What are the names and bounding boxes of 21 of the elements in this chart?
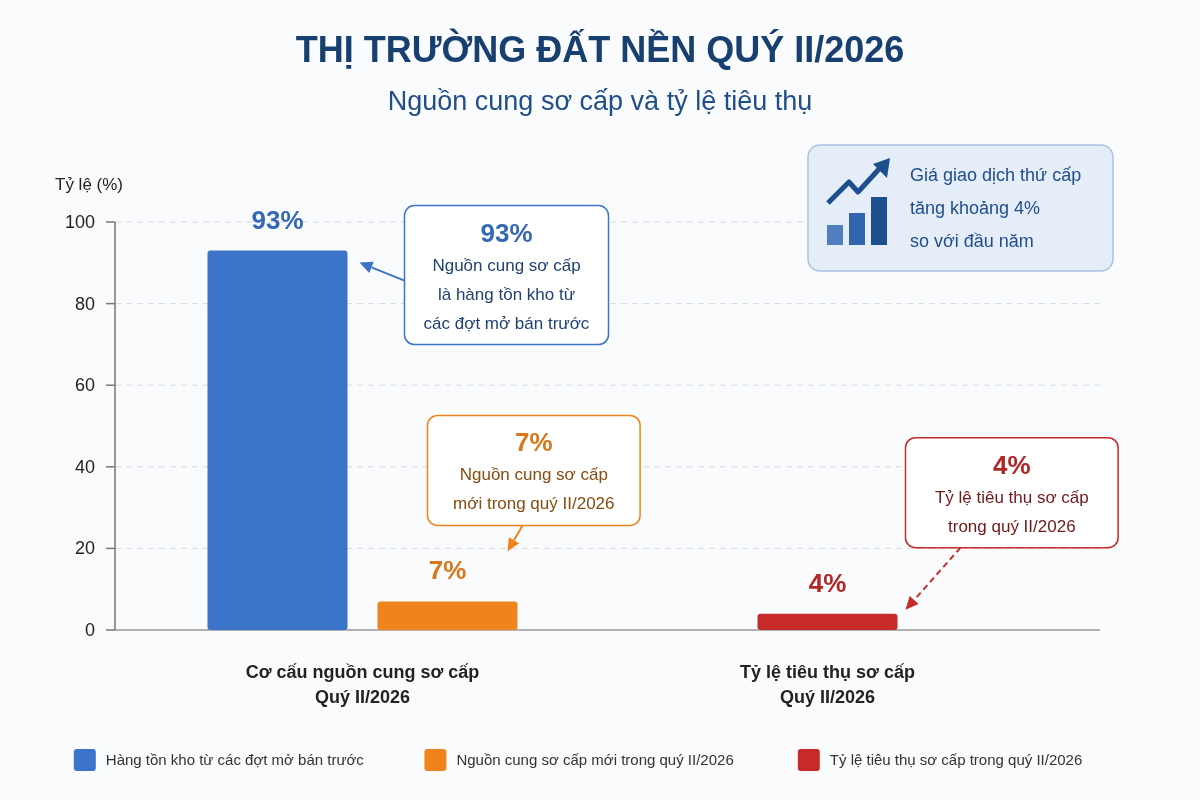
annotation: 93% Nguồn cung sơ cấp là hàng tồn kho từ các đợt mở bán trước bbox=[423, 217, 590, 333]
x-tick-label: Cơ cấu nguồn cung sơ cấp Quý II/2026 bbox=[245, 662, 480, 707]
y-tick-label: 60 bbox=[74, 375, 95, 396]
y-tick-label: 40 bbox=[74, 456, 95, 477]
data-label: 4% bbox=[808, 567, 847, 598]
legend-label: Nguồn cung sơ cấp mới trong quý II/2026 bbox=[456, 751, 734, 768]
annotation: 4% Tỷ lệ tiêu thụ sơ cấp trong quý II/2026 bbox=[934, 449, 1089, 536]
chart-subtitle: Nguồn cung sơ cấp và tỷ lệ tiêu thụ bbox=[387, 86, 813, 116]
chart-title: THỊ TRƯỜNG ĐẤT NỀN QUÝ II/2026 bbox=[295, 28, 905, 70]
y-axis-title: Tỷ lệ (%) bbox=[55, 175, 123, 194]
data-label: 93% bbox=[251, 204, 304, 235]
data-label: 7% bbox=[428, 555, 467, 586]
y-tick-label: 20 bbox=[74, 538, 95, 559]
legend-label: Tỷ lệ tiêu thụ sơ cấp trong quý II/2026 bbox=[829, 751, 1083, 768]
legend-label: Hàng tồn kho từ các đợt mở bán trước bbox=[105, 751, 365, 768]
y-tick-label: 80 bbox=[74, 293, 95, 314]
annotation: 7% Nguồn cung sơ cấp mới trong quý II/2026 bbox=[453, 427, 615, 514]
y-tick-label: 0 bbox=[84, 620, 95, 640]
annotation: Giá giao dịch thứ cấp tăng khoảng 4% so với đầu năm bbox=[910, 165, 1082, 251]
y-tick-label: 100 bbox=[64, 212, 95, 232]
x-tick-label: Tỷ lệ tiêu thụ sơ cấp Quý II/2026 bbox=[740, 662, 915, 707]
